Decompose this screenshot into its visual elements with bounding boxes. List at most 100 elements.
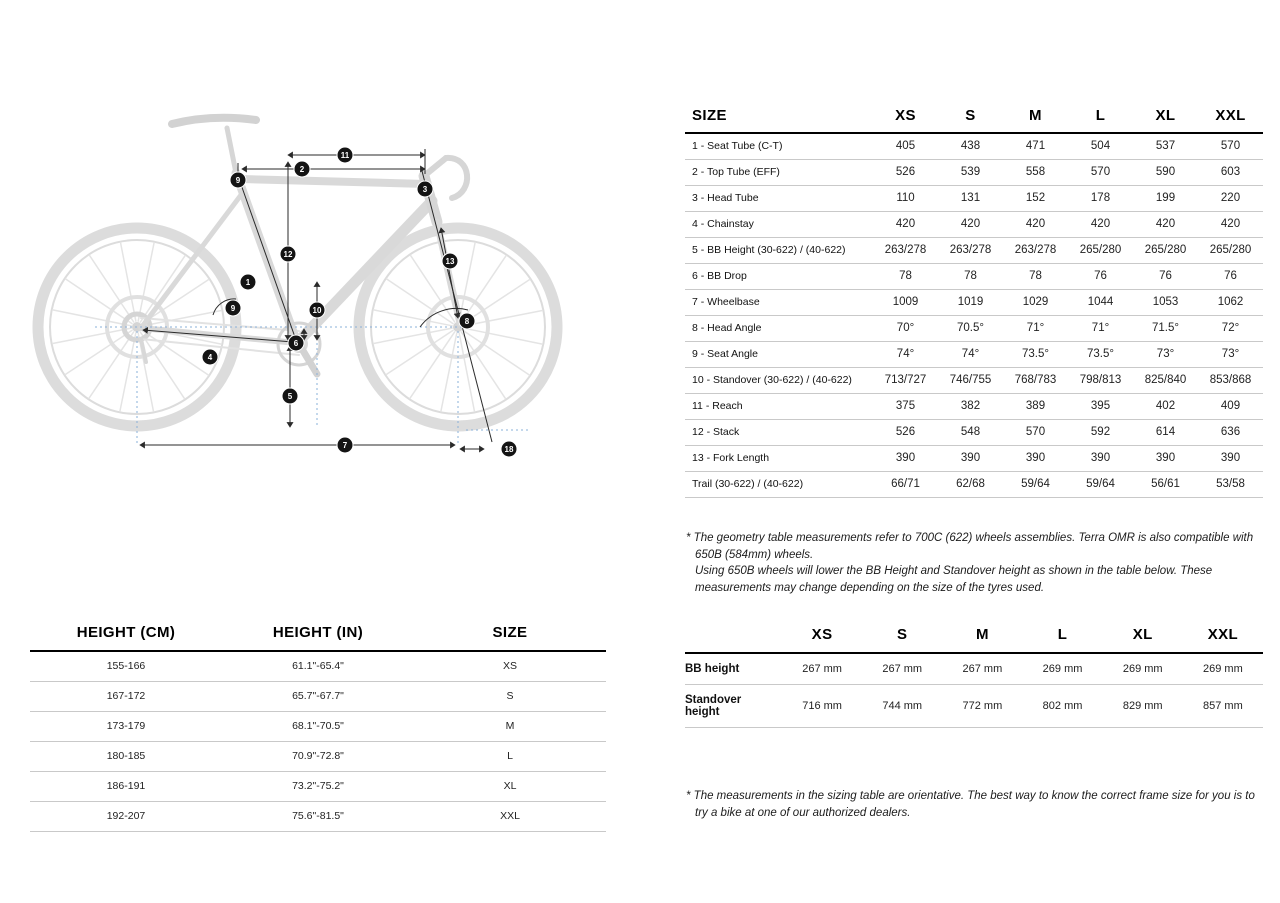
column-header: S [938, 103, 1003, 134]
column-header: L [1068, 103, 1133, 134]
geometry-footnote-line-2: Using 650B wheels will lower the BB Heig… [695, 565, 1213, 595]
column-header: XS [782, 624, 863, 654]
cell-value: 70.9"-72.8" [222, 741, 414, 772]
column-header: S [862, 624, 943, 654]
column-header: HEIGHT (IN) [222, 622, 414, 652]
bike-geometry-diagram: 9 2 11 3 12 13 1 10 9 8 6 4 5 7 18 [20, 52, 630, 502]
diagram-marker: 9 [224, 299, 242, 317]
table-row: 192-207 75.6"-81.5" XXL [30, 801, 606, 832]
cell-value: 825/840 [1133, 367, 1198, 394]
cell-value: 802 mm [1022, 684, 1103, 728]
table-row: 8 - Head Angle 70° 70.5° 71° 71° 71.5° 72° [685, 315, 1263, 342]
cell-value: 1044 [1068, 289, 1133, 316]
table-row: 2 - Top Tube (EFF) 526 539 558 570 590 603 [685, 159, 1263, 186]
cell-value: 390 [873, 445, 938, 472]
svg-text:3: 3 [423, 185, 428, 194]
cell-value: 570 [1198, 133, 1263, 160]
cell-value: 263/278 [873, 237, 938, 264]
cell-value: 78 [1003, 263, 1068, 290]
column-header: XL [1102, 624, 1183, 654]
cell-value: 269 mm [1022, 653, 1103, 685]
geometry-table-section: SIZE XS S M L XL XXL 1 - Seat Tube (C-T) 405 438… [685, 103, 1263, 498]
row-label: 1 - Seat Tube (C-T) [685, 133, 873, 160]
cell-value: 548 [938, 419, 1003, 446]
cell-value: 66/71 [873, 471, 938, 498]
cell-value: 526 [873, 419, 938, 446]
cell-value: 73.5° [1003, 341, 1068, 368]
cell-value: 1009 [873, 289, 938, 316]
cell-value: 1053 [1133, 289, 1198, 316]
cell-value: 603 [1198, 159, 1263, 186]
cell-value: 592 [1068, 419, 1133, 446]
cell-value: 265/280 [1068, 237, 1133, 264]
svg-text:12: 12 [284, 250, 293, 259]
svg-text:13: 13 [446, 257, 455, 266]
cell-value: M [414, 711, 606, 742]
wheels650b-table-section: XS S M L XL XXL BB height 267 mm 267 mm 267 mm 26… [685, 624, 1263, 728]
cell-value: 71° [1003, 315, 1068, 342]
cell-value: 409 [1198, 393, 1263, 420]
cell-value: 537 [1133, 133, 1198, 160]
table-row: 167-172 65.7"-67.7" S [30, 681, 606, 712]
cell-value: 73.2"-75.2" [222, 771, 414, 802]
row-label: 4 - Chainstay [685, 211, 873, 238]
column-header: XS [873, 103, 938, 134]
cell-value: 772 mm [942, 684, 1023, 728]
cell-value: 857 mm [1182, 684, 1263, 728]
table-row: 155-166 61.1"-65.4" XS [30, 651, 606, 682]
cell-value: 73.5° [1068, 341, 1133, 368]
column-header: M [942, 624, 1023, 654]
cell-value: 420 [1003, 211, 1068, 238]
height-table-section: HEIGHT (CM) HEIGHT (IN) SIZE 155-166 61.1"-… [30, 622, 606, 832]
cell-value: 390 [1003, 445, 1068, 472]
cell-value: 267 mm [782, 653, 863, 685]
cell-value: 269 mm [1182, 653, 1263, 685]
svg-text:7: 7 [343, 441, 348, 450]
column-header: XXL [1182, 624, 1263, 654]
row-label: 12 - Stack [685, 419, 873, 446]
svg-text:6: 6 [294, 339, 299, 348]
diagram-marker: 1 [239, 273, 257, 291]
height-table-body: 155-166 61.1"-65.4" XS 167-172 65.7"-67.7" S 1… [30, 651, 606, 832]
table-row: 173-179 68.1"-70.5" M [30, 711, 606, 742]
cell-value: 395 [1068, 393, 1133, 420]
cell-value: 56/61 [1133, 471, 1198, 498]
table-row: 1 - Seat Tube (C-T) 405 438 471 504 537 570 [685, 133, 1263, 160]
cell-value: 390 [1133, 445, 1198, 472]
cell-value: 420 [1068, 211, 1133, 238]
table-row: 12 - Stack 526 548 570 592 614 636 [685, 419, 1263, 446]
cell-value: 70.5° [938, 315, 1003, 342]
diagram-marker: 2 [293, 160, 311, 178]
svg-text:8: 8 [465, 317, 470, 326]
row-label: Standover height [685, 684, 782, 728]
cell-value: 192-207 [30, 801, 222, 832]
cell-value: 76 [1133, 263, 1198, 290]
cell-value: 75.6"-81.5" [222, 801, 414, 832]
diagram-marker: 3 [416, 180, 434, 198]
table-row: 5 - BB Height (30-622) / (40-622) 263/278… [685, 237, 1263, 264]
table-row: 13 - Fork Length 390 390 390 390 390 390 [685, 445, 1263, 472]
column-header [685, 624, 782, 654]
table-row: 9 - Seat Angle 74° 74° 73.5° 73.5° 73° 73° [685, 341, 1263, 368]
row-label: 2 - Top Tube (EFF) [685, 159, 873, 186]
column-header: L [1022, 624, 1103, 654]
cell-value: 590 [1133, 159, 1198, 186]
cell-value: 558 [1003, 159, 1068, 186]
cell-value: 382 [938, 393, 1003, 420]
geometry-footnote-line-1: * The geometry table measurements refer … [686, 532, 1254, 561]
cell-value: 65.7"-67.7" [222, 681, 414, 712]
cell-value: 539 [938, 159, 1003, 186]
column-header: XL [1133, 103, 1198, 134]
cell-value: L [414, 741, 606, 772]
diagram-marker: 4 [201, 348, 219, 366]
cell-value: 438 [938, 133, 1003, 160]
diagram-marker: 5 [281, 387, 299, 405]
diagram-marker: 11 [336, 146, 354, 164]
diagram-marker: 10 [308, 301, 326, 319]
svg-text:2: 2 [300, 165, 305, 174]
cell-value: 389 [1003, 393, 1068, 420]
wheels650b-table: XS S M L XL XXL BB height 267 mm 267 mm 267 mm 26… [685, 624, 1263, 728]
table-row: 186-191 73.2"-75.2" XL [30, 771, 606, 802]
row-label: 10 - Standover (30-622) / (40-622) [685, 367, 873, 394]
cell-value: 420 [1133, 211, 1198, 238]
